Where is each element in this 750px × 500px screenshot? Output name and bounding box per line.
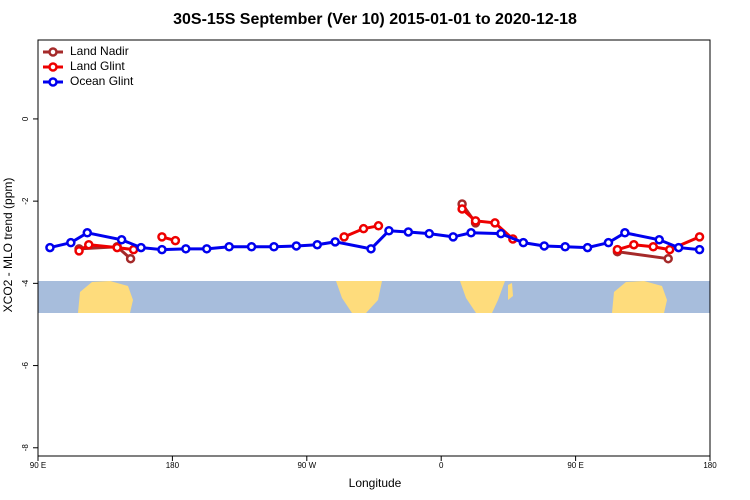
y-tick-label: -6 [21,361,30,369]
data-point [582,242,593,253]
data-point [694,244,705,255]
x-tick-label: 0 [439,461,444,470]
data-point [128,244,139,255]
data-point [496,228,506,239]
x-tick-label: 180 [703,461,717,470]
data-point [170,235,181,246]
data-point [403,227,414,237]
data-point [157,244,167,255]
data-point [620,228,630,238]
data-point [694,232,705,242]
data-point [612,244,623,255]
y-axis-label: XCO2 - MLO trend (ppm) [1,178,15,313]
data-point [246,242,257,252]
series-line [78,243,134,253]
data-point [603,237,614,248]
data-point [112,242,122,253]
data-point [84,239,94,250]
legend-marker [48,47,58,57]
data-point [366,244,376,254]
data-point [181,244,191,254]
data-point [448,232,458,242]
data-point [384,225,394,236]
x-tick-label: 90 E [567,461,583,470]
legend-label: Ocean Glint [70,74,134,88]
x-tick-label: 90 E [30,461,46,470]
y-tick-label: -8 [21,444,30,452]
y-tick-label: -2 [21,197,30,205]
data-point [424,228,435,239]
data-point [269,242,279,252]
data-point [648,242,659,252]
x-tick-label: 180 [166,461,180,470]
data-point [457,204,467,214]
data-point [330,237,340,247]
data-point [125,253,136,264]
x-axis-label: Longitude [349,476,402,490]
map-band [38,281,710,313]
data-point [470,216,481,226]
legend-label: Land Glint [70,59,125,73]
data-point [373,221,384,231]
data-point [539,241,549,251]
data-point [673,242,684,253]
data-point [66,237,76,248]
data-point [201,244,212,254]
series-line [617,250,669,261]
data-point [490,218,500,228]
data-point [116,235,127,245]
data-point [629,239,639,250]
legend-label: Land Nadir [70,44,129,58]
data-point [291,241,302,251]
y-tick-label: 0 [21,116,30,121]
data-point [74,246,84,256]
data-point [663,253,673,264]
chart-title: 30S-15S September (Ver 10) 2015-01-01 to… [173,11,577,28]
legend-marker [48,77,58,87]
data-point [518,237,529,248]
data-point [312,239,323,250]
data-point [45,242,55,253]
x-tick-label: 90 W [297,461,316,470]
data-point [82,228,93,238]
plot-frame [37,39,711,457]
data-point [339,232,349,242]
data-point [664,244,675,255]
legend-marker [48,62,58,72]
data-point [224,242,234,252]
data-point [560,242,570,252]
data-point [654,235,664,245]
y-tick-label: -4 [21,279,30,287]
data-point [136,242,146,253]
data-point [157,232,167,242]
data-point [358,223,369,234]
data-point [466,228,476,238]
